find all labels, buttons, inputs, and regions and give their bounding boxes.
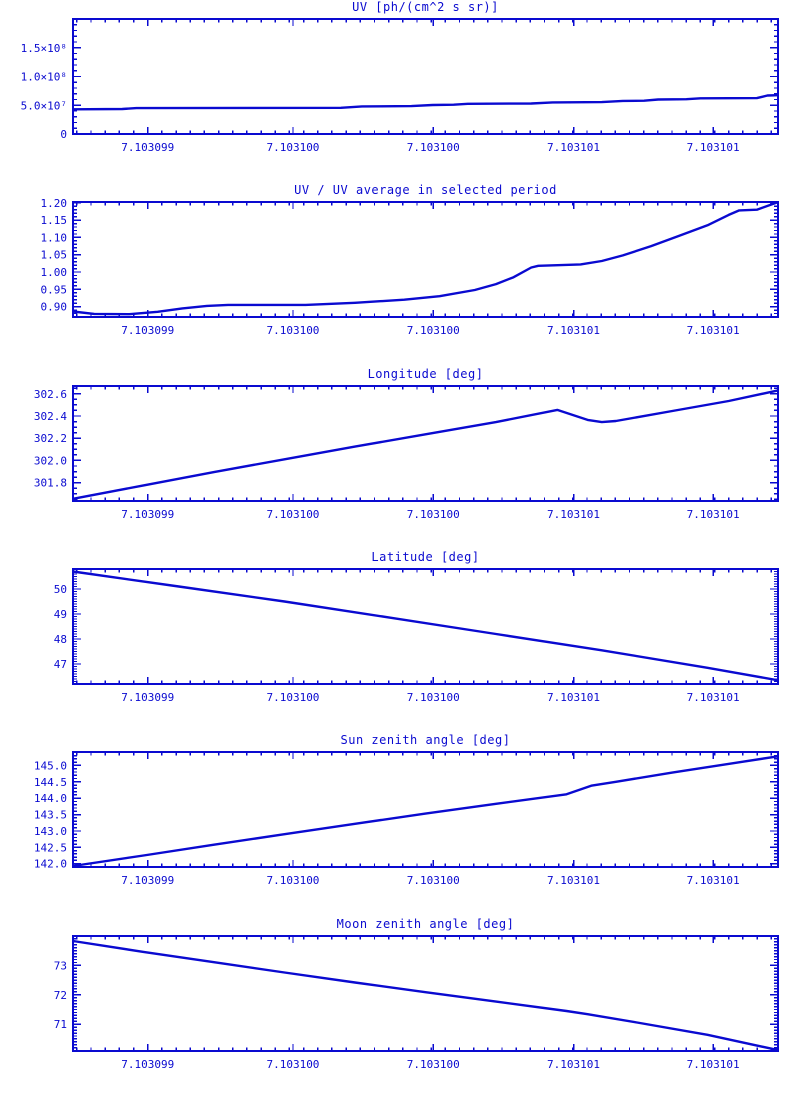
y-tick-label: 143.0: [34, 825, 67, 838]
y-tick-label: 301.8: [34, 477, 67, 490]
plot-canvas-longitude: 7.103099 7.103100 7.103100 7.103101 7.103101…: [34, 385, 779, 521]
x-tick-label: 7.103100: [407, 874, 460, 887]
chart-title: UV / UV average in selected period: [294, 183, 557, 197]
x-tick-label: 7.103099: [121, 691, 174, 704]
y-tick-label: 50: [54, 583, 67, 596]
x-tick-label: 7.103101: [687, 691, 740, 704]
plot-frame: [72, 751, 779, 868]
x-tick-label: 7.103101: [547, 324, 600, 337]
x-tick-label: 7.103099: [121, 141, 174, 154]
y-tick-label: 47: [54, 658, 67, 671]
chart-title: Latitude [deg]: [371, 550, 480, 564]
plot-canvas-sun-zenith: 7.103099 7.103100 7.103100 7.103101 7.103101…: [34, 751, 779, 887]
y-tick-label: 71: [54, 1018, 67, 1031]
series-line: [72, 200, 779, 316]
x-tick-label: 7.103101: [687, 141, 740, 154]
x-tick-label: 7.103100: [407, 141, 460, 154]
x-tick-label: 7.103100: [266, 141, 319, 154]
x-tick-label: 7.103101: [547, 141, 600, 154]
x-tick-label: 7.103101: [547, 1058, 600, 1071]
y-tick-label: 145.0: [34, 759, 67, 772]
chart-block-latitude: Latitude [deg] 7.103099 7.103100 7.103100 7…: [0, 550, 800, 733]
plot-canvas-moon-zenith: 7.103099 7.103100 7.103100 7.103101 7.103101…: [54, 935, 779, 1071]
y-tick-label: 0.90: [41, 301, 68, 314]
y-tick-label: 302.2: [34, 432, 67, 445]
y-tick-label: 49: [54, 608, 67, 621]
x-tick-label: 7.103100: [407, 1058, 460, 1071]
chart-block-uv: UV [ph/(cm^2 s sr)] 7.103099 7.103100 7.10…: [0, 0, 800, 183]
y-tick-label: 302.0: [34, 454, 67, 467]
plot-frame: [72, 18, 779, 135]
y-tick-label: 143.5: [34, 809, 67, 822]
y-tick-label: 48: [54, 633, 67, 646]
series-line: [72, 755, 779, 868]
chart-block-sun-zenith: Sun zenith angle [deg] 7.103099 7.103100 7…: [0, 733, 800, 916]
plot-frame: [72, 385, 779, 502]
chart-block-uv-ratio: UV / UV average in selected period 7.103…: [0, 183, 800, 366]
chart-title: Moon zenith angle [deg]: [336, 917, 515, 931]
series-line: [72, 939, 779, 1052]
y-tick-label: 73: [54, 959, 67, 972]
x-tick-label: 7.103100: [407, 691, 460, 704]
x-tick-label: 7.103100: [266, 508, 319, 521]
x-tick-label: 7.103101: [687, 874, 740, 887]
x-tick-label: 7.103099: [121, 324, 174, 337]
x-tick-label: 7.103100: [266, 1058, 319, 1071]
series-line: [72, 94, 779, 111]
x-tick-label: 7.103099: [121, 874, 174, 887]
x-tick-label: 7.103101: [547, 508, 600, 521]
x-tick-label: 7.103100: [407, 508, 460, 521]
chart-block-longitude: Longitude [deg] 7.103099 7.103100 7.103100…: [0, 367, 800, 550]
x-tick-label: 7.103100: [266, 691, 319, 704]
y-tick-label: 1.20: [41, 197, 68, 210]
x-tick-label: 7.103100: [266, 874, 319, 887]
chart-block-moon-zenith: Moon zenith angle [deg] 7.103099 7.103100…: [0, 917, 800, 1100]
x-tick-label: 7.103099: [121, 508, 174, 521]
series-line: [72, 389, 779, 500]
plot-canvas-uv-ratio: 7.103099 7.103100 7.103100 7.103101 7.103101…: [41, 197, 779, 337]
plot-frame: [72, 568, 779, 685]
y-tick-label: 1.15: [41, 214, 68, 227]
y-tick-label: 142.5: [34, 841, 67, 854]
y-tick-label: 1.0×10⁸: [21, 71, 67, 84]
x-tick-label: 7.103101: [547, 691, 600, 704]
plot-frame: [72, 201, 779, 318]
series-line: [72, 570, 779, 682]
x-tick-label: 7.103101: [687, 508, 740, 521]
y-tick-label: 0.95: [41, 283, 68, 296]
y-tick-label: 1.00: [41, 266, 68, 279]
y-tick-label: 1.5×10⁸: [21, 42, 67, 55]
x-tick-label: 7.103101: [687, 1058, 740, 1071]
plot-canvas-uv: 7.103099 7.103100 7.103100 7.103101 7.103101…: [21, 18, 779, 154]
y-tick-label: 144.0: [34, 792, 67, 805]
chart-title: UV [ph/(cm^2 s sr)]: [352, 0, 499, 14]
y-tick-label: 5.0×10⁷: [21, 99, 67, 112]
y-tick-label: 1.10: [41, 231, 68, 244]
y-tick-label: 144.5: [34, 776, 67, 789]
plot-frame: [72, 935, 779, 1052]
y-tick-label: 302.6: [34, 388, 67, 401]
y-tick-label: 72: [54, 989, 67, 1002]
x-tick-label: 7.103100: [266, 324, 319, 337]
x-tick-label: 7.103099: [121, 1058, 174, 1071]
y-tick-label: 302.4: [34, 410, 67, 423]
y-tick-label: 1.05: [41, 249, 68, 262]
y-tick-label: 0: [60, 128, 67, 141]
chart-title: Longitude [deg]: [367, 367, 484, 381]
plot-canvas-latitude: 7.103099 7.103100 7.103100 7.103101 7.103101…: [54, 568, 779, 704]
x-tick-label: 7.103101: [547, 874, 600, 887]
y-tick-label: 142.0: [34, 858, 67, 871]
chart-title: Sun zenith angle [deg]: [340, 733, 511, 747]
x-tick-label: 7.103101: [687, 324, 740, 337]
x-tick-label: 7.103100: [407, 324, 460, 337]
